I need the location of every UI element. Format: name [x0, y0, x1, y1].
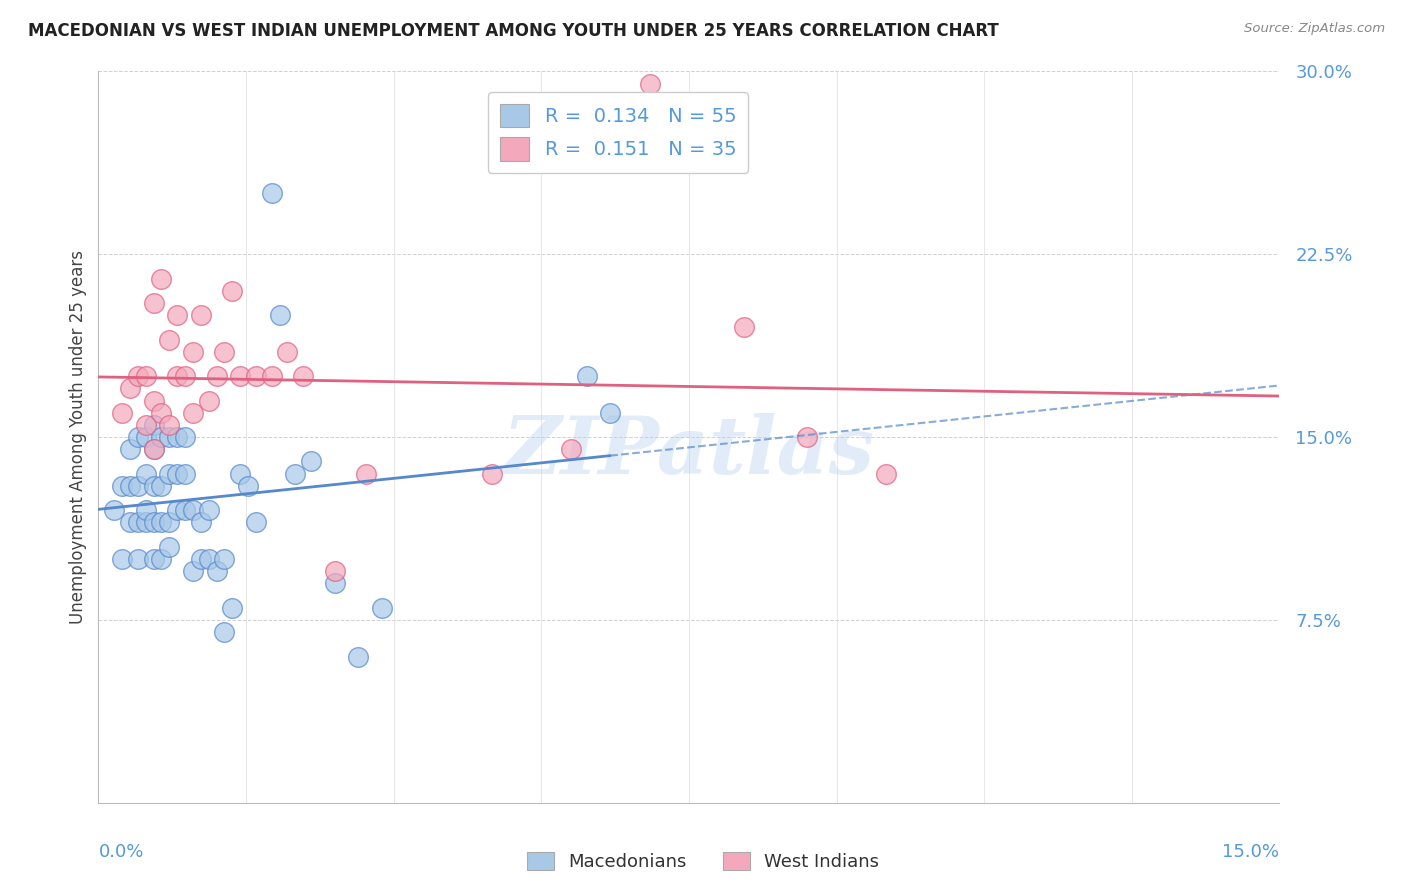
Point	[174, 467, 197, 481]
Point	[245, 516, 267, 530]
Point	[127, 516, 149, 530]
Point	[174, 430, 197, 444]
Point	[150, 479, 173, 493]
Point	[638, 77, 661, 91]
Point	[142, 479, 165, 493]
Point	[229, 369, 252, 384]
Point	[174, 369, 197, 384]
Point	[142, 552, 165, 566]
Point	[214, 552, 236, 566]
Point	[181, 406, 204, 420]
Point	[292, 369, 315, 384]
Point	[142, 442, 165, 457]
Point	[205, 369, 228, 384]
Legend: Macedonians, West Indians: Macedonians, West Indians	[519, 845, 887, 879]
Point	[135, 369, 157, 384]
Point	[354, 467, 377, 481]
Point	[127, 430, 149, 444]
Point	[142, 296, 165, 310]
Point	[347, 649, 370, 664]
Point	[236, 479, 259, 493]
Point	[245, 369, 267, 384]
Point	[197, 393, 219, 408]
Point	[299, 454, 322, 468]
Point	[150, 271, 173, 285]
Point	[190, 308, 212, 322]
Point	[135, 430, 157, 444]
Point	[142, 417, 165, 432]
Text: 0.0%: 0.0%	[98, 843, 143, 861]
Point	[575, 369, 598, 384]
Point	[150, 516, 173, 530]
Point	[118, 479, 141, 493]
Point	[174, 503, 197, 517]
Point	[111, 479, 134, 493]
Point	[260, 186, 283, 201]
Point	[135, 467, 157, 481]
Point	[181, 503, 204, 517]
Point	[142, 516, 165, 530]
Point	[481, 467, 503, 481]
Point	[157, 467, 180, 481]
Point	[135, 417, 157, 432]
Point	[214, 344, 236, 359]
Point	[796, 430, 818, 444]
Point	[157, 516, 180, 530]
Point	[157, 417, 180, 432]
Point	[197, 552, 219, 566]
Point	[269, 308, 291, 322]
Point	[371, 600, 394, 615]
Point	[157, 540, 180, 554]
Point	[142, 393, 165, 408]
Point	[157, 333, 180, 347]
Y-axis label: Unemployment Among Youth under 25 years: Unemployment Among Youth under 25 years	[69, 250, 87, 624]
Point	[111, 552, 134, 566]
Point	[276, 344, 298, 359]
Point	[127, 479, 149, 493]
Point	[118, 442, 141, 457]
Point	[103, 503, 125, 517]
Point	[260, 369, 283, 384]
Point	[166, 430, 188, 444]
Point	[181, 344, 204, 359]
Point	[127, 552, 149, 566]
Point	[166, 503, 188, 517]
Text: ZIPatlas: ZIPatlas	[503, 413, 875, 491]
Point	[190, 516, 212, 530]
Text: 15.0%: 15.0%	[1222, 843, 1279, 861]
Point	[135, 516, 157, 530]
Point	[197, 503, 219, 517]
Point	[284, 467, 307, 481]
Point	[190, 552, 212, 566]
Point	[181, 564, 204, 578]
Point	[599, 406, 621, 420]
Legend: R =  0.134   N = 55, R =  0.151   N = 35: R = 0.134 N = 55, R = 0.151 N = 35	[488, 92, 748, 172]
Point	[214, 625, 236, 640]
Text: MACEDONIAN VS WEST INDIAN UNEMPLOYMENT AMONG YOUTH UNDER 25 YEARS CORRELATION CH: MACEDONIAN VS WEST INDIAN UNEMPLOYMENT A…	[28, 22, 998, 40]
Point	[150, 430, 173, 444]
Point	[229, 467, 252, 481]
Point	[323, 576, 346, 591]
Point	[205, 564, 228, 578]
Point	[118, 381, 141, 395]
Point	[221, 600, 243, 615]
Point	[150, 552, 173, 566]
Point	[157, 430, 180, 444]
Point	[166, 369, 188, 384]
Text: Source: ZipAtlas.com: Source: ZipAtlas.com	[1244, 22, 1385, 36]
Point	[111, 406, 134, 420]
Point	[166, 467, 188, 481]
Point	[127, 369, 149, 384]
Point	[221, 284, 243, 298]
Point	[323, 564, 346, 578]
Point	[135, 503, 157, 517]
Point	[118, 516, 141, 530]
Point	[142, 442, 165, 457]
Point	[733, 320, 755, 334]
Point	[875, 467, 897, 481]
Point	[560, 442, 582, 457]
Point	[166, 308, 188, 322]
Point	[150, 406, 173, 420]
